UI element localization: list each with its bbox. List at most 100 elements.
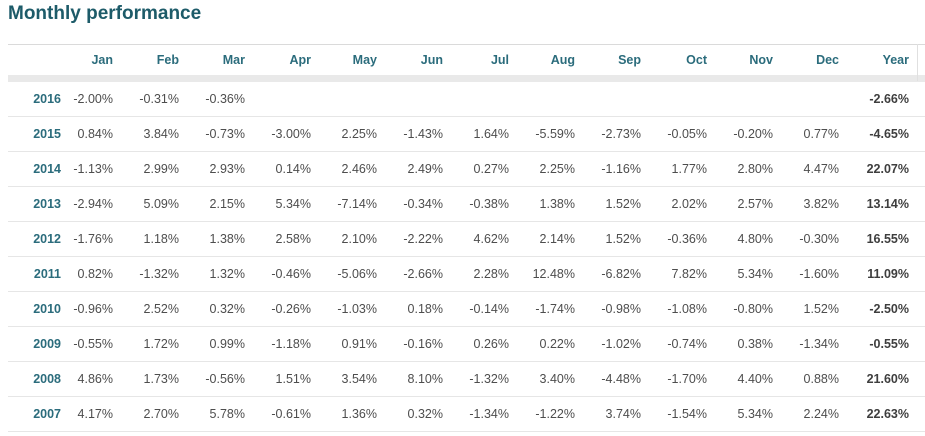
monthly-value-cell: -2.66% xyxy=(391,256,457,292)
monthly-value-cell: 5.78% xyxy=(193,396,259,432)
monthly-value-cell: -0.98% xyxy=(589,291,655,327)
monthly-value-cell: 3.74% xyxy=(589,396,655,432)
monthly-value-cell: 3.82% xyxy=(787,186,853,222)
year-total-cell: -0.55% xyxy=(853,326,925,362)
monthly-value-cell: 1.64% xyxy=(457,116,523,152)
monthly-value-cell: 0.32% xyxy=(193,291,259,327)
monthly-value-cell: -1.54% xyxy=(655,396,721,432)
monthly-value-cell: -7.14% xyxy=(325,186,391,222)
year-total-cell: -4.65% xyxy=(853,116,925,152)
monthly-value-cell: 2.25% xyxy=(523,151,589,187)
header-row: Jan Feb Mar Apr May Jun Jul Aug Sep Oct … xyxy=(8,45,925,75)
monthly-value-cell: -1.70% xyxy=(655,361,721,397)
monthly-value-cell: -0.26% xyxy=(259,291,325,327)
table-row: 2016 -2.00% -0.31% -0.36% -2.66% xyxy=(8,81,925,117)
monthly-value-cell: -0.74% xyxy=(655,326,721,362)
monthly-value-cell: 0.88% xyxy=(787,361,853,397)
table-row: 2015 0.84% 3.84% -0.73% -3.00% 2.25% -1.43% 1.6… xyxy=(8,116,925,152)
monthly-value-cell: -1.16% xyxy=(589,151,655,187)
monthly-value-cell: -1.02% xyxy=(589,326,655,362)
table-body: 2016 -2.00% -0.31% -0.36% -2.66% 2015 0.84% 3.8… xyxy=(8,81,925,432)
monthly-value-cell: 3.84% xyxy=(127,116,193,152)
monthly-value-cell: 2.70% xyxy=(127,396,193,432)
monthly-value-cell: 0.14% xyxy=(259,151,325,187)
header-cell-oct: Oct xyxy=(686,52,707,67)
monthly-value-cell: -2.94% xyxy=(61,186,127,222)
monthly-value-cell: 2.24% xyxy=(787,396,853,432)
row-year-label: 2016 xyxy=(8,81,61,117)
monthly-value-cell: 4.86% xyxy=(61,361,127,397)
monthly-value-cell: -5.06% xyxy=(325,256,391,292)
monthly-value-cell: 5.34% xyxy=(721,396,787,432)
monthly-value-cell: -2.00% xyxy=(61,81,127,117)
table-row: 2014 -1.13% 2.99% 2.93% 0.14% 2.46% 2.49% 0.27%… xyxy=(8,151,925,187)
row-year-label: 2015 xyxy=(8,116,61,152)
monthly-value-cell: -0.56% xyxy=(193,361,259,397)
row-year-label: 2008 xyxy=(8,361,61,397)
year-total-cell: -2.66% xyxy=(853,81,925,117)
table-row: 2009 -0.55% 1.72% 0.99% -1.18% 0.91% -0.16% 0.2… xyxy=(8,326,925,362)
monthly-value-cell: 2.46% xyxy=(325,151,391,187)
monthly-value-cell: -1.74% xyxy=(523,291,589,327)
monthly-value-cell: -0.36% xyxy=(655,221,721,257)
row-year-label: 2010 xyxy=(8,291,61,327)
monthly-value-cell: 2.80% xyxy=(721,151,787,187)
monthly-value-cell xyxy=(655,81,721,117)
header-cell-feb: Feb xyxy=(156,52,179,67)
table-row: 2011 0.82% -1.32% 1.32% -0.46% -5.06% -2.66% 2.… xyxy=(8,256,925,292)
header-cell-jun: Jun xyxy=(420,52,443,67)
row-year-label: 2014 xyxy=(8,151,61,187)
monthly-value-cell: -1.34% xyxy=(457,396,523,432)
monthly-value-cell: -3.00% xyxy=(259,116,325,152)
header-cell-sep: Sep xyxy=(618,52,641,67)
monthly-value-cell: 4.47% xyxy=(787,151,853,187)
monthly-value-cell: 1.52% xyxy=(787,291,853,327)
monthly-value-cell: 1.51% xyxy=(259,361,325,397)
monthly-value-cell xyxy=(391,81,457,117)
monthly-value-cell: 5.34% xyxy=(721,256,787,292)
monthly-value-cell xyxy=(325,81,391,117)
monthly-value-cell: 1.38% xyxy=(523,186,589,222)
monthly-value-cell: 12.48% xyxy=(523,256,589,292)
monthly-value-cell: 1.77% xyxy=(655,151,721,187)
page-title: Monthly performance xyxy=(8,3,202,24)
monthly-value-cell: 8.10% xyxy=(391,361,457,397)
header-cell-mar: Mar xyxy=(222,52,245,67)
monthly-value-cell: 1.38% xyxy=(193,221,259,257)
monthly-value-cell: -0.38% xyxy=(457,186,523,222)
monthly-value-cell: 1.52% xyxy=(589,221,655,257)
monthly-value-cell: 2.58% xyxy=(259,221,325,257)
monthly-value-cell: -1.76% xyxy=(61,221,127,257)
monthly-value-cell: -6.82% xyxy=(589,256,655,292)
monthly-value-cell: 0.38% xyxy=(721,326,787,362)
header-cell-year: Year xyxy=(882,52,909,67)
table-right-edge-line xyxy=(917,44,918,81)
monthly-value-cell: -0.46% xyxy=(259,256,325,292)
monthly-value-cell: -0.73% xyxy=(193,116,259,152)
monthly-value-cell: 2.02% xyxy=(655,186,721,222)
monthly-value-cell: -1.08% xyxy=(655,291,721,327)
table-row: 2010 -0.96% 2.52% 0.32% -0.26% -1.03% 0.18% -0.… xyxy=(8,291,925,327)
table-row: 2013 -2.94% 5.09% 2.15% 5.34% -7.14% -0.34% -0.… xyxy=(8,186,925,222)
header-cell-jan: Jan xyxy=(91,52,113,67)
monthly-value-cell: 0.27% xyxy=(457,151,523,187)
monthly-value-cell: 1.32% xyxy=(193,256,259,292)
row-year-label: 2013 xyxy=(8,186,61,222)
header-cell-jul: Jul xyxy=(490,52,509,67)
monthly-value-cell: 2.52% xyxy=(127,291,193,327)
monthly-value-cell: 4.17% xyxy=(61,396,127,432)
table-row: 2007 4.17% 2.70% 5.78% -0.61% 1.36% 0.32% -1.34… xyxy=(8,396,925,432)
monthly-value-cell: -0.05% xyxy=(655,116,721,152)
monthly-value-cell: 1.72% xyxy=(127,326,193,362)
monthly-value-cell: -0.16% xyxy=(391,326,457,362)
monthly-value-cell: 3.40% xyxy=(523,361,589,397)
monthly-value-cell xyxy=(589,81,655,117)
monthly-value-cell xyxy=(523,81,589,117)
monthly-value-cell: 0.18% xyxy=(391,291,457,327)
monthly-value-cell: 2.10% xyxy=(325,221,391,257)
year-total-cell: 11.09% xyxy=(853,256,925,292)
monthly-value-cell: -0.31% xyxy=(127,81,193,117)
monthly-value-cell: 0.32% xyxy=(391,396,457,432)
monthly-value-cell: 0.84% xyxy=(61,116,127,152)
